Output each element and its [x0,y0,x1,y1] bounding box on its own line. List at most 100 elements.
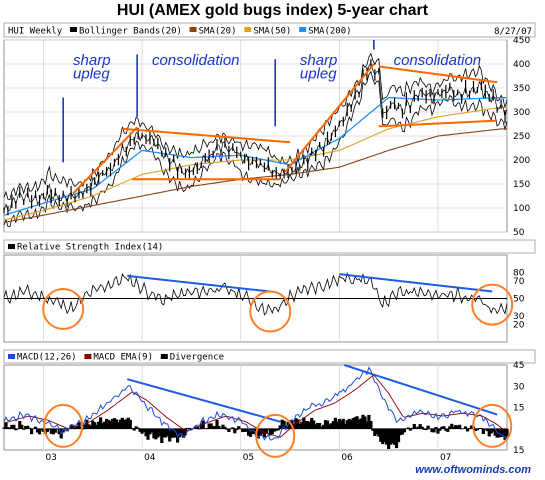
divergence-bar [148,428,152,435]
sma50-line [3,106,507,221]
divergence-bar [195,426,199,429]
legend-label-price-2: SMA(20) [199,27,237,37]
macd-circle-0 [43,403,84,448]
divergence-bar [442,426,446,429]
divergence-bar [264,428,268,434]
divergence-bar [112,418,117,429]
divergence-bar [87,424,91,429]
divergence-bar [369,420,373,429]
divergence-bar [390,428,395,444]
divergence-bar [104,418,109,429]
divergence-bar [239,428,243,430]
divergence-bar [505,428,509,438]
divergence-bar [477,427,481,429]
divergence-bar [412,424,416,429]
divergence-bar [377,428,381,437]
y-tick-rsi-1: 30 [513,312,525,322]
divergence-bar [300,421,304,429]
divergence-bar [246,428,251,436]
y-tick-price-6: 350 [513,84,530,94]
divergence-bar [329,423,334,429]
divergence-bar [132,428,136,431]
divergence-bar [318,423,322,429]
divergence-bar [237,426,241,429]
divergence-bar [416,426,420,429]
divergence-bar [14,428,18,431]
legend-label-rsi-0: Relative Strength Index(14) [17,243,163,253]
divergence-bar [341,418,345,429]
divergence-bar [33,426,38,429]
divergence-bar [491,428,495,432]
annotation-1: upleg [73,65,110,82]
divergence-bar [162,428,166,438]
divergence-bar [327,424,332,429]
divergence-bar [312,420,316,429]
divergence-bar [331,421,336,429]
y-tick-macd-0: 45 [513,361,524,371]
legend-label-macd-0: MACD(12,26) [17,353,77,363]
divergence-bar [381,428,385,445]
divergence-bar [24,425,28,429]
divergence-bar [404,428,408,430]
divergence-bar [325,420,330,429]
divergence-bar [489,428,493,434]
legend-label-macd-1: MACD EMA(9) [93,353,153,363]
divergence-bar [379,428,383,442]
legend-swatch-price-3 [244,27,252,32]
y-tick-price-1: 100 [513,204,530,214]
divergence-bar [406,427,410,429]
divergence-bar [203,428,207,429]
divergence-bar [219,428,223,429]
trendline-rsi-divergence-2 [339,273,493,293]
divergence-bar [2,427,6,429]
divergence-bar [337,418,341,429]
divergence-bar [475,428,480,431]
divergence-bar [168,428,172,442]
divergence-bar [30,428,34,435]
x-tick-label-2: 05 [243,453,254,463]
divergence-bar [73,427,77,429]
divergence-bar [144,428,148,437]
divergence-bar [223,426,227,429]
trendline-consolidation-2-top [378,65,498,84]
divergence-bar [217,426,221,429]
divergence-bar [302,417,306,429]
legend-swatch-price-2 [189,27,197,32]
divergence-bar [95,424,99,429]
divergence-bar [460,428,464,430]
divergence-bar [501,428,505,437]
trendline-upleg-1 [72,126,138,195]
divergence-bar [97,421,101,429]
divergence-bar [156,428,160,438]
divergence-bar [430,428,434,433]
divergence-bar [314,424,318,429]
divergence-bar [418,424,422,429]
divergence-bar [323,420,328,429]
y-tick-price-5: 300 [513,108,530,118]
y-tick-price-0: 50 [513,228,525,238]
divergence-bar [436,428,440,434]
divergence-bar [355,416,359,429]
divergence-bar [69,424,73,429]
divergence-bar [469,425,474,429]
divergence-bar [333,417,337,429]
divergence-bar [183,428,188,435]
divergence-bar [270,428,274,435]
divergence-bar [485,428,489,432]
divergence-bar [229,428,233,430]
divergence-bar [103,421,107,429]
divergence-bar [130,428,134,429]
divergence-bar [456,425,460,429]
divergence-bar [387,428,391,449]
divergence-bar [365,421,369,429]
divergence-bar [402,428,407,433]
trendline-consolidation-2-bottom [378,119,498,128]
divergence-bar [154,428,158,440]
divergence-bar [319,426,324,429]
y-tick-macd-2: 15 [513,404,524,414]
divergence-bar [316,423,320,429]
divergence-bar [231,427,235,429]
divergence-bar [276,428,280,431]
divergence-bar [432,428,436,433]
